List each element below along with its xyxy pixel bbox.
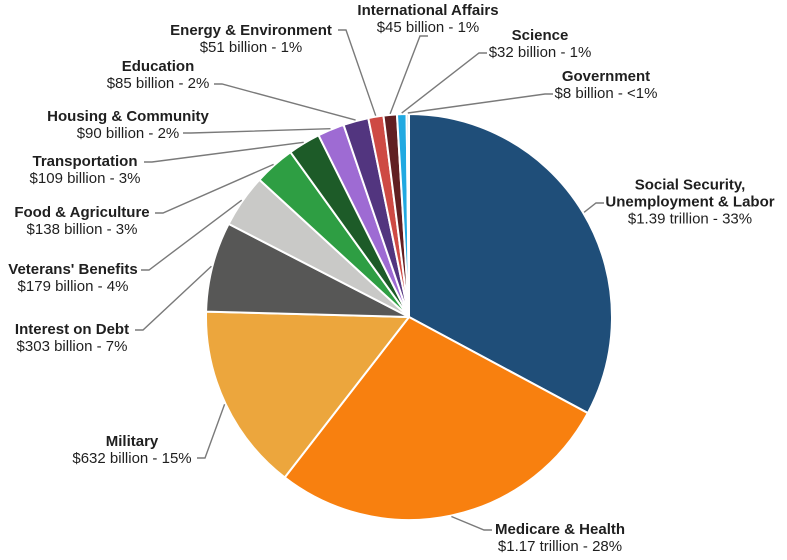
pie-slice-government [405, 112, 410, 318]
leader-line-interest-on-debt [135, 265, 212, 331]
pie-slice-medicare-health [283, 316, 589, 521]
leader-line-veterans-benefits [141, 199, 243, 271]
pie-slice-military [205, 310, 410, 479]
leader-line-military [197, 404, 226, 459]
leader-line-government [407, 93, 553, 114]
leader-line-education [214, 83, 356, 121]
leader-line-social-security [583, 202, 604, 213]
leader-line-energy-environment [338, 29, 377, 116]
leader-line-international-affairs [389, 35, 428, 115]
pie-slice-social-security [408, 113, 613, 415]
leader-line-food-agriculture [155, 163, 274, 214]
leader-line-science [401, 52, 487, 114]
leader-line-medicare-health [451, 515, 492, 531]
leader-line-housing-community [183, 128, 331, 134]
leader-line-transportation [144, 141, 304, 163]
